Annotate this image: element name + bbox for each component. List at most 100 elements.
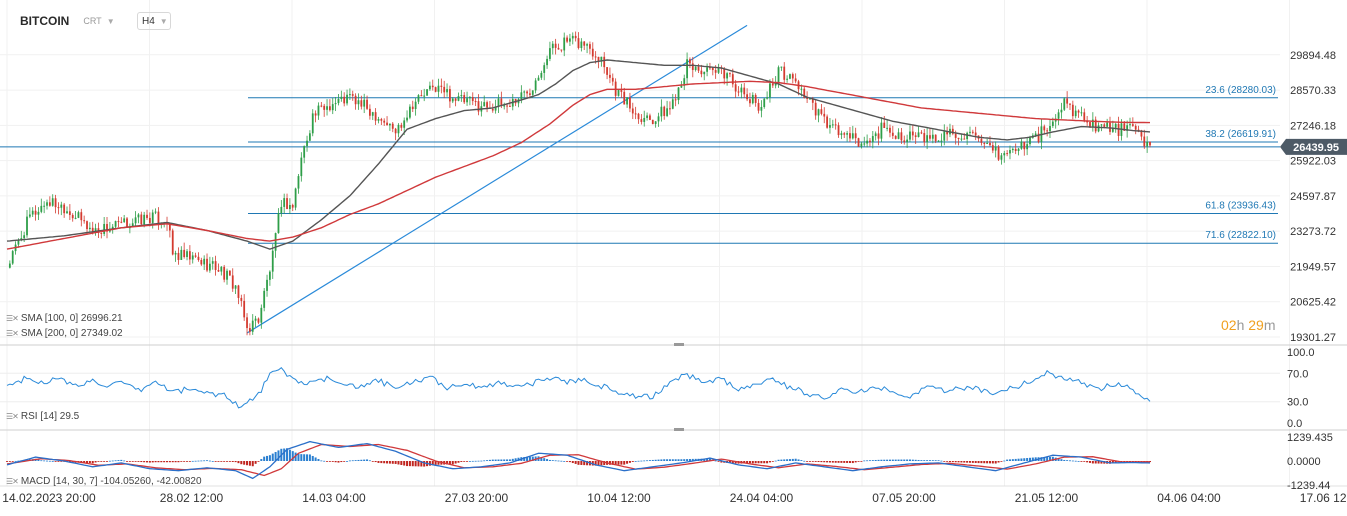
candle-body xyxy=(583,41,586,46)
candle-body xyxy=(469,97,471,99)
chart-type-selector[interactable]: CRT ▼ xyxy=(83,16,114,26)
chevron-down-icon: ▼ xyxy=(159,16,168,26)
candle-body xyxy=(257,318,260,323)
candle-body xyxy=(117,221,120,223)
candle-body xyxy=(917,132,920,138)
macd-histogram-bar xyxy=(1000,461,1003,462)
candle-body xyxy=(677,87,680,101)
price-axis-label: 23273.72 xyxy=(1290,226,1336,238)
macd-axis-label: 1239.435 xyxy=(1287,432,1333,444)
macd-histogram-bar xyxy=(423,461,426,467)
candle-body xyxy=(466,98,468,103)
candle-body xyxy=(806,97,808,99)
macd-histogram-bar xyxy=(37,459,40,461)
candle-body xyxy=(620,90,623,92)
settings-icon[interactable]: ☰✕ xyxy=(6,477,19,486)
macd-histogram-bar xyxy=(171,461,174,463)
candle-body xyxy=(974,132,977,136)
price-axis-label: 27246.18 xyxy=(1290,120,1336,132)
price-axis-label: 24597.87 xyxy=(1290,191,1336,203)
candle-body xyxy=(706,67,708,72)
macd-histogram-bar xyxy=(1086,461,1089,463)
candle-body xyxy=(434,87,437,92)
candle-body xyxy=(606,67,608,75)
macd-histogram-bar xyxy=(17,460,20,462)
macd-histogram-bar xyxy=(246,461,249,466)
macd-histogram-bar xyxy=(203,460,206,462)
candle-body xyxy=(1080,112,1083,114)
macd-histogram-bar xyxy=(108,460,111,462)
macd-histogram-bar xyxy=(946,461,949,462)
macd-histogram-bar xyxy=(600,461,603,466)
candle-body xyxy=(260,307,263,323)
candle-body xyxy=(994,146,997,151)
candle-body xyxy=(297,176,300,189)
candle-body xyxy=(328,106,331,111)
macd-histogram-bar xyxy=(1114,461,1117,463)
macd-histogram-bar xyxy=(877,459,880,461)
macd-histogram-bar xyxy=(314,457,317,461)
sma100-line xyxy=(6,59,1151,250)
settings-icon[interactable]: ☰✕ xyxy=(6,314,19,323)
candle-body xyxy=(403,120,406,128)
macd-legend[interactable]: ☰✕ MACD [14, 30, 7] -104.05260, -42.00820 xyxy=(6,476,202,487)
candle-body xyxy=(674,99,677,101)
candle-body xyxy=(531,90,534,95)
candle-body xyxy=(211,261,214,264)
candle-body xyxy=(969,131,971,133)
candle-body xyxy=(654,121,657,125)
macd-panel: 1239.435 0.0000 -1239.44 xyxy=(6,432,1333,492)
candle-body xyxy=(191,255,194,260)
candle-body xyxy=(711,67,714,71)
candle-body xyxy=(791,74,794,79)
candle-body xyxy=(188,251,191,260)
macd-histogram-bar xyxy=(580,461,583,465)
sma100-legend[interactable]: ☰✕ SMA [100, 0] 26996.21 xyxy=(6,313,123,324)
macd-histogram-bar xyxy=(143,461,146,463)
candle-body xyxy=(660,106,663,117)
timeframe-selector[interactable]: H4 ▼ xyxy=(137,12,171,30)
candle-body xyxy=(680,85,683,88)
macd-histogram-bar xyxy=(863,460,866,462)
candle-body xyxy=(746,94,748,100)
macd-histogram-bar xyxy=(646,460,649,462)
candle-body xyxy=(88,227,91,230)
settings-icon[interactable]: ☰✕ xyxy=(6,329,19,338)
macd-histogram-bar xyxy=(360,459,363,461)
macd-histogram-bar xyxy=(348,460,351,462)
rsi-legend[interactable]: ☰✕ RSI [14] 29.5 xyxy=(6,411,79,422)
candle-body xyxy=(991,145,994,151)
candle-body xyxy=(311,113,314,134)
macd-histogram-bar xyxy=(291,451,294,461)
candle-body xyxy=(94,228,97,232)
macd-histogram-bar xyxy=(960,461,963,463)
macd-histogram-bar xyxy=(963,461,966,463)
candle-body xyxy=(268,271,271,280)
candle-body xyxy=(1117,123,1120,136)
settings-icon[interactable]: ☰✕ xyxy=(6,412,19,421)
macd-histogram-bar xyxy=(140,461,143,463)
candle-body xyxy=(843,133,846,135)
candle-body xyxy=(857,138,860,147)
price-axis-label: 19301.27 xyxy=(1290,332,1336,344)
candle-body xyxy=(1020,141,1023,149)
candle-body xyxy=(451,98,454,102)
macd-histogram-bar xyxy=(603,461,606,466)
candle-body xyxy=(883,122,886,128)
grid xyxy=(0,0,1347,487)
macd-histogram-bar xyxy=(277,450,280,461)
candle-body xyxy=(131,223,134,228)
candle-body xyxy=(1017,148,1020,152)
macd-histogram-bar xyxy=(86,461,89,464)
macd-histogram-bar xyxy=(1040,457,1043,461)
macd-histogram-bar xyxy=(494,459,497,461)
macd-histogram-bar xyxy=(663,459,666,461)
candle-body xyxy=(577,38,580,48)
candle-body xyxy=(954,133,957,138)
macd-histogram-bar xyxy=(374,461,377,463)
sma200-legend[interactable]: ☰✕ SMA [200, 0] 27349.02 xyxy=(6,328,123,339)
candle-body xyxy=(820,109,823,114)
macd-histogram-bar xyxy=(577,461,580,465)
macd-histogram-bar xyxy=(923,460,926,461)
